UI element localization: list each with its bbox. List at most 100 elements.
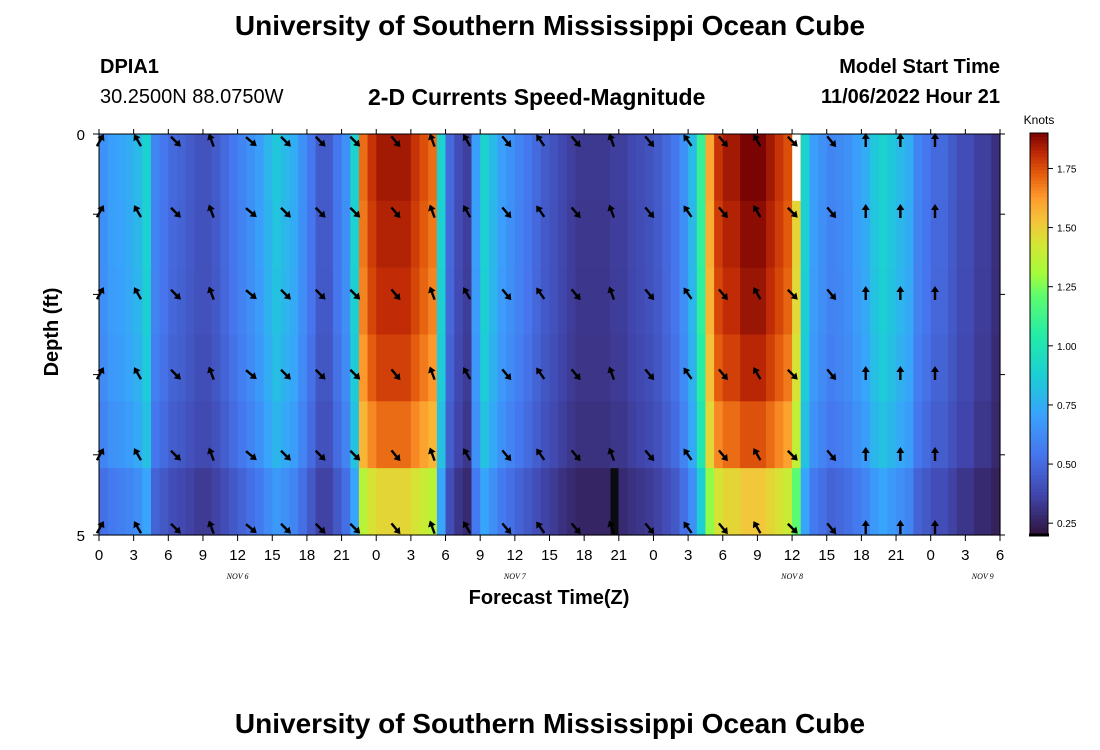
heatmap-cell — [679, 134, 689, 202]
heatmap-cell — [116, 401, 126, 469]
heatmap-cell — [124, 468, 135, 536]
heatmap-cell — [887, 334, 897, 402]
heatmap-cell — [402, 334, 412, 402]
heatmap-cell — [384, 267, 395, 336]
heatmap-cell — [133, 200, 143, 269]
heatmap-cell — [506, 334, 516, 402]
heatmap-cell — [870, 200, 880, 269]
heatmap-cell — [982, 134, 992, 202]
current-arrow — [245, 136, 257, 147]
colorbar-segment — [1030, 226, 1048, 231]
x-date-label: NOV 8 — [780, 572, 803, 581]
current-arrow — [752, 367, 762, 380]
heatmap-cell — [636, 134, 646, 202]
current-arrow — [752, 448, 762, 461]
heatmap-cell — [237, 468, 247, 536]
x-tick-label: 0 — [649, 547, 657, 564]
heatmap-cell — [280, 334, 291, 402]
heatmap-cell — [653, 468, 663, 536]
colorbar-segment — [1030, 481, 1048, 486]
heatmap-cell — [653, 200, 663, 269]
heatmap-cell — [428, 401, 438, 469]
heatmap-cell — [913, 267, 923, 336]
chart-subtitle: 2-D Currents Speed-Magnitude — [368, 84, 706, 110]
heatmap-cell — [870, 134, 880, 202]
heatmap-cell — [956, 267, 966, 336]
heatmap-cell — [627, 401, 637, 469]
current-arrow — [349, 288, 361, 300]
heatmap-cell — [445, 134, 455, 202]
heatmap-cell — [679, 401, 689, 469]
x-tick-label: 3 — [684, 547, 692, 564]
heatmap-cell — [818, 334, 828, 402]
current-arrow — [717, 288, 728, 301]
heatmap-cell — [670, 134, 681, 202]
heatmap-cell — [610, 200, 620, 269]
heatmap-cell — [324, 468, 334, 536]
heatmap-cell — [462, 468, 473, 536]
x-tick-label: 15 — [541, 547, 558, 564]
heatmap-cell — [705, 200, 715, 269]
current-arrow — [133, 367, 143, 380]
current-arrow — [570, 135, 581, 148]
current-arrow — [717, 206, 728, 219]
heatmap-cell — [714, 267, 724, 336]
heatmap-cell — [731, 267, 741, 336]
heatmap-cell — [714, 200, 724, 269]
heatmap-cell — [948, 134, 958, 202]
heatmap-cell — [783, 401, 793, 469]
heatmap-cell — [306, 200, 317, 269]
heatmap-cell — [228, 468, 239, 536]
heatmap-cell — [774, 468, 785, 536]
colorbar-segment — [1030, 488, 1048, 493]
heatmap-cell — [410, 334, 421, 402]
heatmap-cell — [922, 401, 932, 469]
heatmap-cell — [852, 200, 862, 269]
heatmap-cell — [419, 468, 429, 536]
current-arrow — [683, 134, 693, 147]
heatmap-cell — [948, 267, 958, 336]
current-arrow — [896, 447, 905, 461]
heatmap-cell — [887, 468, 897, 536]
heatmap-cell — [436, 334, 447, 402]
heatmap-cell — [532, 134, 542, 202]
heatmap-cell — [506, 401, 516, 469]
heatmap-cell — [315, 468, 325, 536]
current-arrow — [390, 368, 401, 381]
current-arrow — [245, 289, 257, 300]
current-arrow — [536, 367, 546, 380]
heatmap-cell — [133, 267, 143, 336]
heatmap-cell — [601, 334, 611, 402]
heatmap-cell — [714, 134, 724, 202]
heatmap-cell — [974, 200, 984, 269]
heatmap-cell — [462, 267, 473, 336]
heatmap-cell — [679, 267, 689, 336]
heatmap-cell — [298, 334, 308, 402]
current-arrow — [462, 134, 472, 147]
heatmap-cell — [558, 267, 568, 336]
heatmap-cell — [254, 468, 265, 536]
heatmap-cell — [644, 334, 655, 402]
heatmap-cell — [454, 134, 464, 202]
heatmap-cell — [280, 401, 291, 469]
colorbar-segment — [1030, 216, 1048, 221]
heatmap-cell — [506, 267, 516, 336]
heatmap-cell — [549, 401, 559, 469]
colorbar-segment — [1030, 223, 1048, 228]
current-arrow — [896, 204, 905, 218]
y-axis-label: Depth (ft) — [41, 288, 63, 377]
heatmap-cell — [878, 134, 888, 202]
colorbar-segment — [1030, 260, 1048, 265]
heatmap-cell — [965, 267, 975, 336]
heatmap-cell — [289, 401, 299, 469]
current-arrow — [717, 368, 728, 381]
colorbar-segment — [1030, 176, 1048, 181]
current-arrow — [786, 522, 798, 534]
heatmap-cell — [844, 468, 854, 536]
heatmap-cell — [636, 334, 646, 402]
colorbar-segment — [1030, 230, 1048, 235]
heatmap-cell — [792, 468, 802, 536]
heatmap-cell — [991, 134, 1001, 202]
heatmap-cell — [714, 468, 724, 536]
